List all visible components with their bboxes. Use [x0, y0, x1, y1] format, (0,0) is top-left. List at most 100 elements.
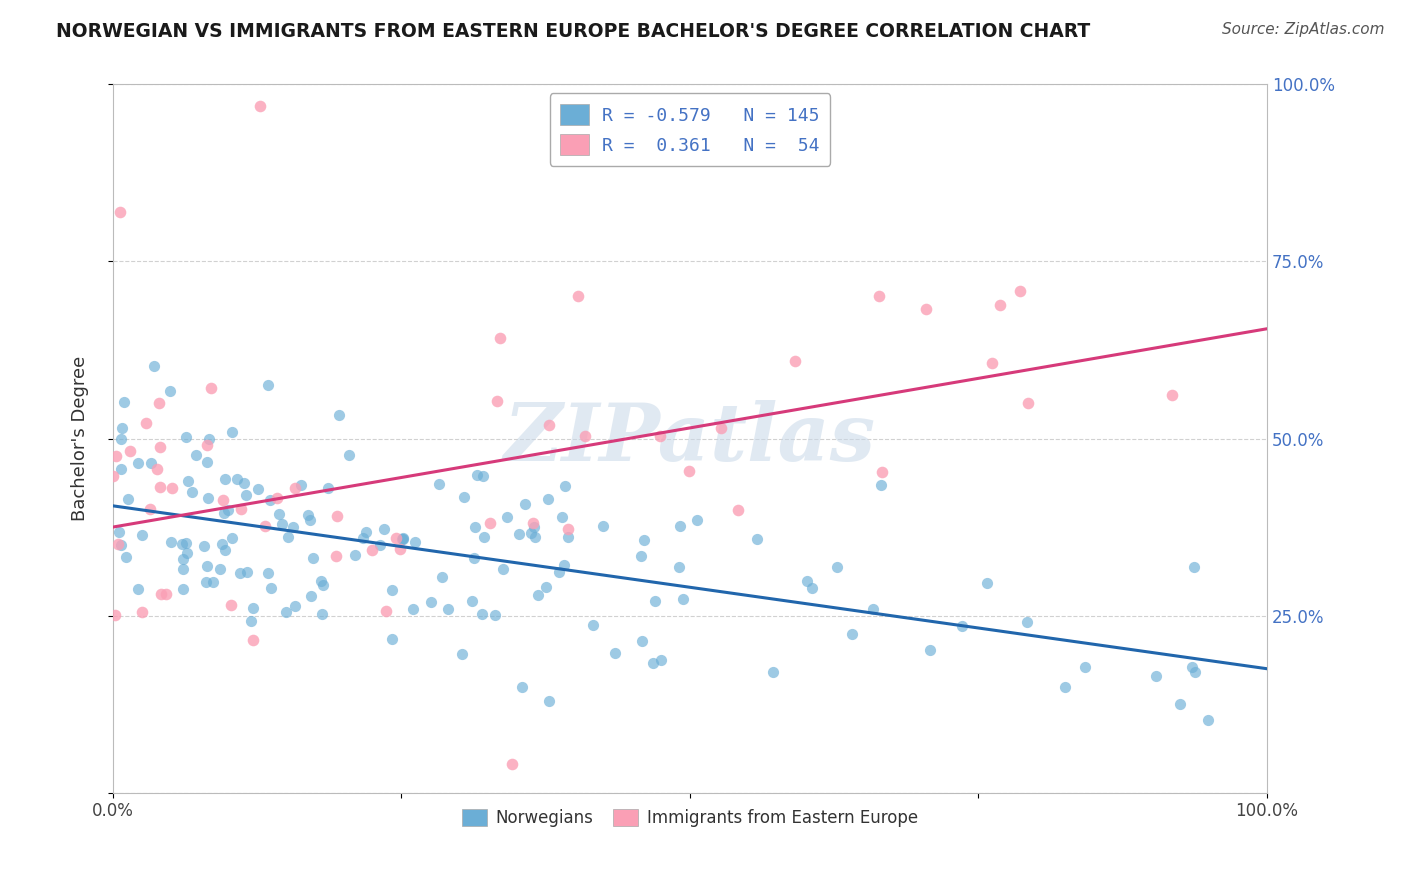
Point: [464, 520, 486, 534]
Point: [427, 476, 450, 491]
Point: [328, 408, 350, 422]
Point: [391, 532, 413, 546]
Point: [381, 582, 404, 597]
Point: [260, 581, 283, 595]
Point: [325, 549, 347, 564]
Point: [1161, 388, 1184, 402]
Point: [668, 560, 690, 574]
Point: [235, 488, 257, 502]
Point: [326, 509, 349, 524]
Point: [309, 574, 332, 588]
Point: [1015, 615, 1038, 630]
Point: [298, 513, 321, 527]
Point: [678, 464, 700, 478]
Legend: Norwegians, Immigrants from Eastern Europe: Norwegians, Immigrants from Eastern Euro…: [456, 803, 924, 834]
Point: [557, 522, 579, 536]
Point: [233, 475, 256, 490]
Point: [1168, 697, 1191, 711]
Point: [472, 530, 495, 544]
Point: [139, 502, 162, 516]
Point: [950, 619, 973, 633]
Point: [976, 575, 998, 590]
Point: [668, 519, 690, 533]
Point: [745, 533, 768, 547]
Point: [197, 491, 219, 505]
Point: [115, 550, 138, 565]
Point: [271, 516, 294, 531]
Point: [375, 604, 398, 618]
Point: [172, 562, 194, 576]
Point: [149, 440, 172, 454]
Point: [172, 552, 194, 566]
Text: ZIPatlas: ZIPatlas: [503, 400, 876, 477]
Point: [762, 665, 785, 679]
Point: [548, 565, 571, 579]
Point: [219, 598, 242, 612]
Point: [184, 448, 207, 462]
Point: [1017, 395, 1039, 409]
Point: [437, 602, 460, 616]
Point: [465, 468, 488, 483]
Point: [311, 607, 333, 621]
Point: [1181, 660, 1204, 674]
Point: [200, 380, 222, 394]
Point: [644, 594, 666, 608]
Point: [242, 600, 264, 615]
Point: [914, 301, 936, 316]
Point: [316, 481, 339, 495]
Point: [605, 646, 627, 660]
Point: [254, 519, 277, 533]
Point: [249, 98, 271, 112]
Point: [1144, 669, 1167, 683]
Point: [174, 536, 197, 550]
Point: [277, 531, 299, 545]
Point: [472, 469, 495, 483]
Point: [796, 574, 818, 589]
Point: [194, 574, 217, 589]
Point: [177, 475, 200, 489]
Point: [484, 608, 506, 623]
Point: [460, 594, 482, 608]
Point: [1053, 680, 1076, 694]
Point: [633, 533, 655, 547]
Point: [800, 582, 823, 596]
Point: [391, 531, 413, 545]
Point: [221, 531, 243, 545]
Point: [727, 503, 749, 517]
Point: [284, 482, 307, 496]
Point: [302, 551, 325, 566]
Point: [537, 694, 560, 708]
Point: [107, 537, 129, 551]
Point: [176, 546, 198, 560]
Point: [135, 416, 157, 430]
Point: [582, 618, 605, 632]
Point: [284, 599, 307, 614]
Point: [143, 359, 166, 374]
Point: [114, 395, 136, 409]
Point: [522, 516, 544, 531]
Point: [208, 562, 231, 576]
Point: [501, 757, 523, 772]
Point: [229, 501, 252, 516]
Point: [117, 491, 139, 506]
Point: [139, 456, 162, 470]
Point: [538, 417, 561, 432]
Point: [841, 627, 863, 641]
Point: [526, 587, 548, 601]
Point: [201, 574, 224, 589]
Point: [862, 602, 884, 616]
Point: [299, 589, 322, 603]
Point: [180, 485, 202, 500]
Point: [631, 633, 654, 648]
Point: [551, 510, 574, 524]
Point: [193, 539, 215, 553]
Point: [430, 569, 453, 583]
Point: [650, 653, 672, 667]
Point: [534, 580, 557, 594]
Point: [1182, 560, 1205, 574]
Point: [108, 524, 131, 539]
Point: [630, 549, 652, 563]
Point: [159, 384, 181, 398]
Point: [523, 520, 546, 534]
Point: [356, 525, 378, 540]
